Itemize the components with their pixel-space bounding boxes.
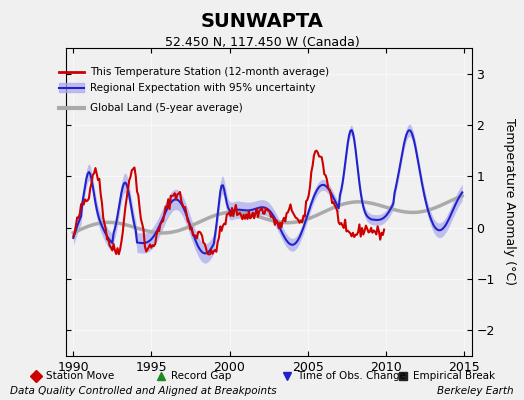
Text: This Temperature Station (12-month average): This Temperature Station (12-month avera… xyxy=(90,67,329,77)
Y-axis label: Temperature Anomaly (°C): Temperature Anomaly (°C) xyxy=(503,118,516,286)
Text: 52.450 N, 117.450 W (Canada): 52.450 N, 117.450 W (Canada) xyxy=(165,36,359,49)
Text: Record Gap: Record Gap xyxy=(171,371,232,381)
Text: Berkeley Earth: Berkeley Earth xyxy=(437,386,514,396)
Text: Station Move: Station Move xyxy=(46,371,114,381)
Text: Empirical Break: Empirical Break xyxy=(413,371,495,381)
Text: Data Quality Controlled and Aligned at Breakpoints: Data Quality Controlled and Aligned at B… xyxy=(10,386,277,396)
Text: Global Land (5-year average): Global Land (5-year average) xyxy=(90,103,243,113)
Text: SUNWAPTA: SUNWAPTA xyxy=(201,12,323,31)
Text: Time of Obs. Change: Time of Obs. Change xyxy=(297,371,406,381)
Text: Regional Expectation with 95% uncertainty: Regional Expectation with 95% uncertaint… xyxy=(90,83,315,93)
